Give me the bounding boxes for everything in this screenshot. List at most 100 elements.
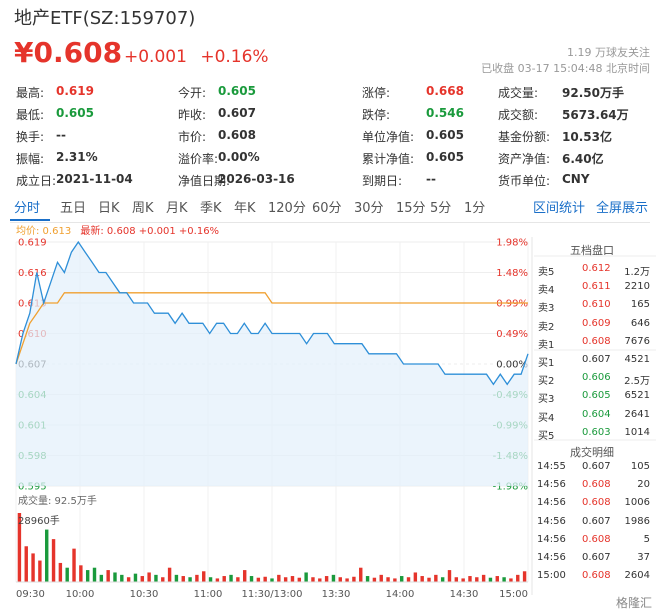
volume-bar <box>318 578 322 582</box>
price-change: +0.001 +0.16% <box>124 47 269 67</box>
trade-time: 14:56 <box>537 497 566 509</box>
trade-time: 14:56 <box>537 533 566 545</box>
fullscreen-link[interactable]: 全屏展示 <box>596 201 649 216</box>
stat-value: 92.50万手 <box>562 86 624 100</box>
volume-bar <box>38 560 42 582</box>
volume-bar <box>516 574 520 582</box>
volume-bar <box>222 576 226 582</box>
volume-bar <box>352 576 356 582</box>
trade-time: 14:56 <box>537 479 566 491</box>
y-tick-left: 0.616 <box>18 268 47 279</box>
tab-9[interactable]: 30分 <box>354 201 384 216</box>
volume-bar <box>338 577 342 582</box>
volume-bar <box>502 577 506 582</box>
ob-volume: 165 <box>630 299 650 311</box>
watermark-logo: 格隆汇 <box>615 596 652 610</box>
stat-label: 昨收: <box>178 108 207 122</box>
ob-volume: 2641 <box>624 408 650 420</box>
volume-bar <box>270 578 274 582</box>
stat-value: 6.40亿 <box>562 152 604 166</box>
stat-value: 2021-11-04 <box>56 172 133 186</box>
ob-label: 卖4 <box>538 285 555 297</box>
tab-10[interactable]: 15分 <box>396 201 426 216</box>
x-tick-label: 11:00 <box>194 589 223 600</box>
tab-6[interactable]: 年K <box>234 201 256 216</box>
active-tab-indicator <box>10 219 50 221</box>
ob-label: 买4 <box>538 412 555 424</box>
volume-bar <box>92 567 97 582</box>
volume-bar <box>359 567 363 582</box>
stat-label: 货币单位: <box>498 174 551 188</box>
stat-value: 0.668 <box>426 84 464 98</box>
stat-value: 0.619 <box>56 84 94 98</box>
tab-5[interactable]: 季K <box>200 201 222 216</box>
volume-bar <box>454 577 459 582</box>
stat-value: 0.605 <box>426 150 464 164</box>
volume-bar <box>249 576 254 582</box>
change-value: +0.001 <box>124 47 187 67</box>
volume-max-label: 28960手 <box>18 516 60 527</box>
volume-bar <box>174 574 179 582</box>
stat-value: 0.605 <box>426 128 464 142</box>
trade-volume: 20 <box>637 479 650 491</box>
x-tick-label: 10:30 <box>130 589 159 600</box>
followers-count[interactable]: 1.19 万球友关注 <box>567 46 650 59</box>
tab-8[interactable]: 60分 <box>312 201 342 216</box>
volume-bar <box>488 577 493 582</box>
ob-label: 买1 <box>538 358 555 369</box>
ob-price: 0.607 <box>582 354 611 365</box>
x-tick-label: 13:30 <box>322 589 351 600</box>
trade-price: 0.607 <box>582 461 611 472</box>
volume-bar <box>420 576 424 582</box>
interval-stats-link[interactable]: 区间统计 <box>533 201 586 216</box>
stat-value: 0.605 <box>218 84 256 98</box>
volume-bar <box>297 577 302 582</box>
tab-7[interactable]: 120分 <box>268 201 306 216</box>
tab-3[interactable]: 周K <box>132 201 154 216</box>
tab-4[interactable]: 月K <box>166 201 188 216</box>
ob-label: 买2 <box>538 376 555 388</box>
volume-bar <box>283 577 288 582</box>
volume-bar <box>365 576 370 582</box>
stat-value: 0.00% <box>218 150 260 164</box>
volume-bar <box>236 577 240 582</box>
stat-value: 0.546 <box>426 106 464 120</box>
tab-0[interactable]: 分时 <box>14 201 41 216</box>
volume-bar <box>277 574 281 582</box>
volume-bar <box>263 576 267 582</box>
stat-label: 涨停: <box>362 86 391 100</box>
volume-bar <box>202 571 206 582</box>
volume-bar <box>447 570 452 582</box>
volume-bar <box>31 553 35 582</box>
orderbook-title: 五档盘口 <box>570 244 614 257</box>
market-status: 已收盘 03-17 15:04:48 北京时间 <box>481 62 650 75</box>
trade-time: 15:00 <box>537 570 566 582</box>
stat-label: 振幅: <box>16 152 45 166</box>
change-percent: +0.16% <box>200 47 269 67</box>
stat-label: 单位净值: <box>362 130 415 144</box>
volume-bar <box>85 570 90 582</box>
tab-12[interactable]: 1分 <box>464 201 486 216</box>
stat-label: 市价: <box>178 130 207 144</box>
stat-value: 5673.64万 <box>562 108 629 122</box>
volume-bar <box>181 576 185 582</box>
ob-volume: 646 <box>630 317 650 329</box>
tab-2[interactable]: 日K <box>98 201 120 216</box>
stat-value: CNY <box>562 172 590 186</box>
tab-11[interactable]: 5分 <box>430 201 452 216</box>
series-line-avg <box>15 292 528 365</box>
stat-label: 换手: <box>16 130 45 144</box>
stat-value: 0.605 <box>56 106 94 120</box>
volume-bar <box>79 565 83 582</box>
y-tick-left: 0.619 <box>18 238 47 249</box>
ob-price: 0.605 <box>582 390 611 402</box>
tab-1[interactable]: 五日 <box>60 201 87 216</box>
volume-bar <box>167 567 172 582</box>
stat-value: 0.607 <box>218 106 256 120</box>
stat-label: 基金份额: <box>498 130 551 144</box>
volume-bar <box>161 577 165 582</box>
stat-value: 10.53亿 <box>562 130 612 144</box>
volume-bar <box>311 577 315 582</box>
ob-price: 0.606 <box>582 372 611 384</box>
